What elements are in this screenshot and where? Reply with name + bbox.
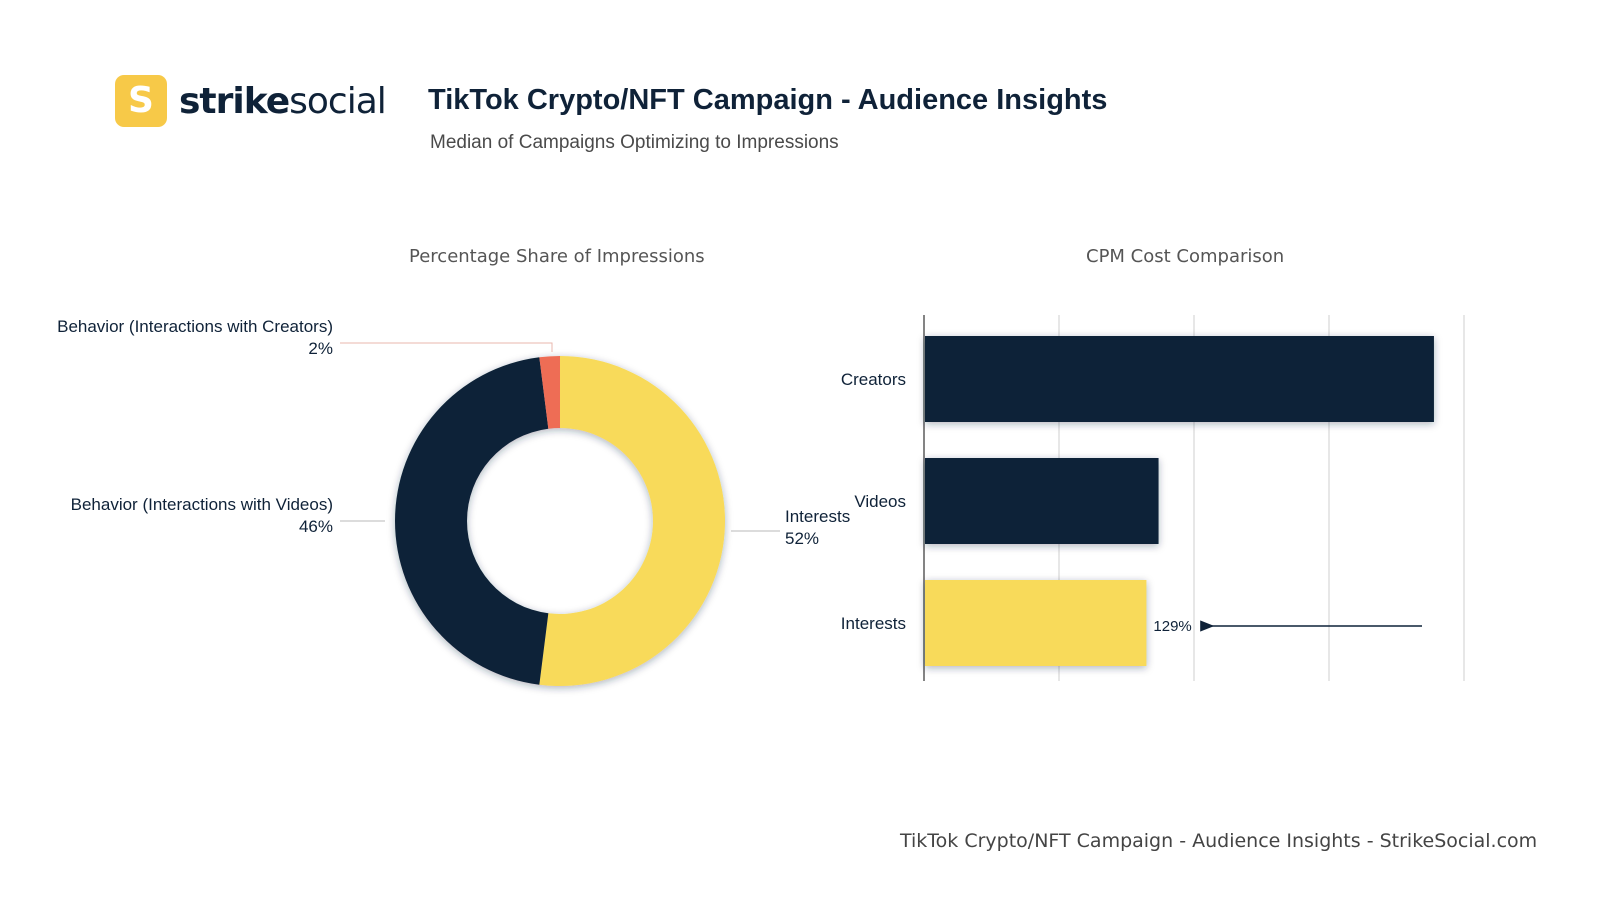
donut-slice-interests (539, 356, 726, 686)
bar-videos (925, 458, 1159, 544)
bar-chart: Creators Videos Interests 129% (841, 315, 1465, 681)
page-subtitle: Median of Campaigns Optimizing to Impres… (430, 132, 839, 153)
donut-ring (395, 356, 726, 686)
bar-chart-title: CPM Cost Comparison (1086, 246, 1285, 267)
donut-label-interests: Interests 52% (785, 507, 850, 548)
footer-credit: TikTok Crypto/NFT Campaign - Audience In… (900, 830, 1538, 852)
bar-annotation-label: 129% (1153, 618, 1191, 635)
brand-wordmark: strikesocial (179, 80, 387, 122)
logo-mark-letter: S (128, 80, 154, 121)
page-title: TikTok Crypto/NFT Campaign - Audience In… (428, 84, 1108, 116)
brand-logo: S strikesocial (115, 74, 387, 128)
bar-interests (925, 580, 1147, 666)
donut-label-videos: Behavior (Interactions with Videos) 46% (71, 495, 333, 536)
strikesocial-logo-icon: S (115, 75, 167, 127)
bar-category-label: Interests (841, 614, 906, 633)
leader-line-creators (340, 342, 553, 352)
donut-chart: Interests 52% Behavior (Interactions with … (57, 317, 850, 686)
bar-creators (925, 336, 1434, 422)
brand-wordmark-light: social (289, 80, 387, 122)
bar-category-label: Creators (841, 370, 906, 389)
donut-slice-behavior-interactions-with-videos (395, 357, 549, 685)
brand-wordmark-strong: strike (179, 80, 290, 122)
bar-category-label: Videos (854, 492, 906, 511)
donut-label-creators: Behavior (Interactions with Creators) 2% (57, 317, 333, 358)
donut-slice-behavior-interactions-with-creators (539, 356, 560, 429)
donut-chart-title: Percentage Share of Impressions (409, 246, 705, 267)
